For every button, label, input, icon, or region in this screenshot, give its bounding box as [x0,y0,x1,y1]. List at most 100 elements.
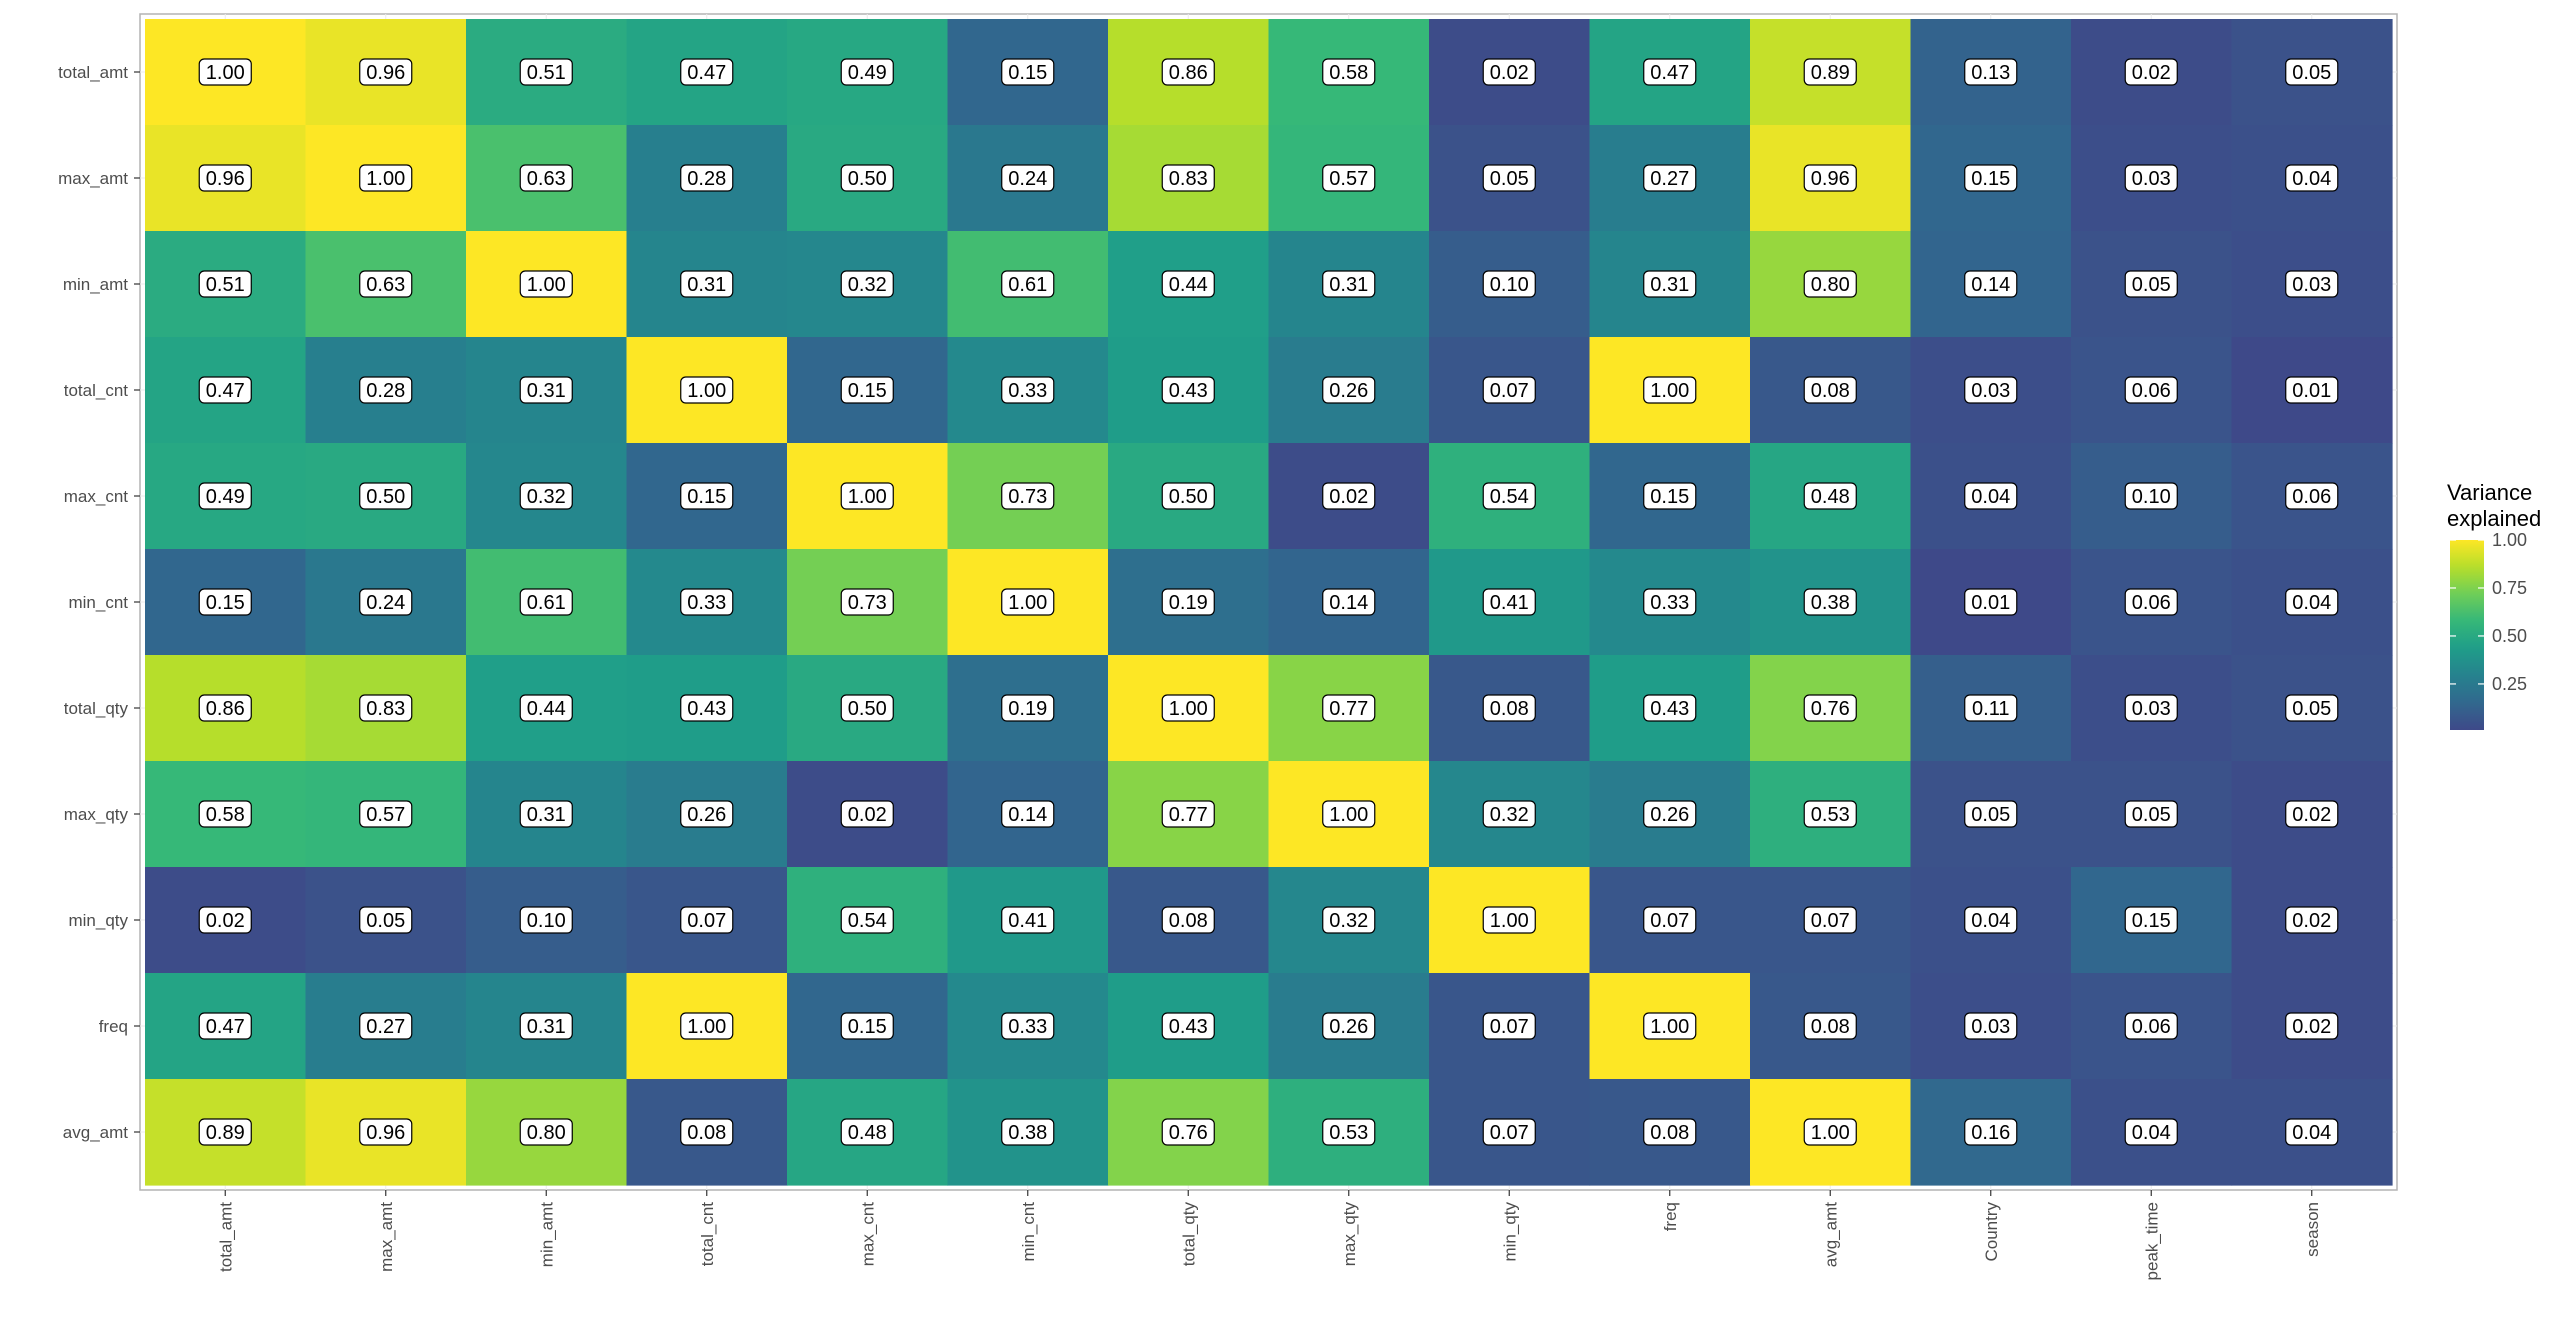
cell-label-box [1322,588,1376,616]
cell-label-box [1322,164,1376,192]
cell-label-box [198,482,252,510]
cell-label-box [1964,694,2018,722]
cell-value-label: 0.47 [206,380,245,402]
cell-value-label: 0.47 [1650,62,1689,84]
cell-label-box [1643,376,1697,404]
cell-label: 0.26 [680,800,734,828]
cell-label: 0.61 [519,588,573,616]
cell-value-label: 0.05 [1490,168,1529,190]
cell-label: 0.76 [1161,1118,1215,1146]
cell-value-label: 0.02 [2132,62,2171,84]
cell-value-label: 0.44 [527,698,566,720]
cell-label: 0.48 [1803,482,1857,510]
cell-label: 0.08 [1803,1012,1857,1040]
cell-label-box [1803,588,1857,616]
cell-label-box [1803,58,1857,86]
cell-value-label: 0.96 [366,62,405,84]
cell-label-box [1643,58,1697,86]
cell-label: 0.05 [2285,58,2339,86]
cell-label-box [1322,376,1376,404]
legend-title: explained [2447,506,2541,531]
cell-label: 0.47 [1643,58,1697,86]
cell-label: 0.04 [1964,482,2018,510]
cell-value-label: 0.06 [2292,486,2331,508]
cell-label-box [1643,482,1697,510]
cell-label: 0.14 [1964,270,2018,298]
cell-label: 0.26 [1322,1012,1376,1040]
cell-value-label: 0.77 [1329,698,1368,720]
cell-label: 0.01 [2285,376,2339,404]
cell-label-box [1643,694,1697,722]
cell-label: 0.03 [2124,694,2178,722]
cell-label: 0.57 [1322,164,1376,192]
cell-label-box [2285,58,2339,86]
cell-value-label: 0.33 [1008,380,1047,402]
cell-value-label: 0.96 [366,1122,405,1144]
cell-label-box [2124,1118,2178,1146]
cell-value-label: 0.57 [1329,168,1368,190]
cell-label-box [359,270,413,298]
cell-label: 0.49 [198,482,252,510]
cell-label-box [1803,906,1857,934]
cell-label: 0.15 [198,588,252,616]
cell-label: 0.15 [2124,906,2178,934]
cell-label: 0.80 [519,1118,573,1146]
cell-label: 0.96 [198,164,252,192]
cell-label: 0.13 [1964,58,2018,86]
cell-label: 0.58 [198,800,252,828]
cell-label-box [680,694,734,722]
cell-label: 0.49 [840,58,894,86]
cell-value-label: 0.05 [2292,62,2331,84]
cell-label-box [1643,270,1697,298]
cell-label-box [1482,270,1536,298]
cell-label-box [359,164,413,192]
cell-label-box [1643,800,1697,828]
cell-value-label: 0.32 [848,274,887,296]
cell-label: 0.31 [519,376,573,404]
cell-label-box [519,588,573,616]
cell-label: 1.00 [1643,376,1697,404]
cell-label: 0.27 [359,1012,413,1040]
cell-value-label: 0.54 [848,910,887,932]
cell-label-box [198,906,252,934]
cell-label: 0.15 [1643,482,1697,510]
cell-label: 0.19 [1161,588,1215,616]
cell-label: 0.77 [1322,694,1376,722]
cell-value-label: 0.24 [1008,168,1047,190]
cell-value-label: 0.80 [527,1122,566,1144]
cell-label-box [359,1118,413,1146]
cell-label-box [840,1012,894,1040]
cell-label: 0.07 [1803,906,1857,934]
cell-label-box [2124,482,2178,510]
cell-label-box [359,588,413,616]
cell-label: 0.44 [519,694,573,722]
cell-value-label: 0.04 [2292,168,2331,190]
cell-value-label: 0.48 [848,1122,887,1144]
cell-label-box [1803,800,1857,828]
cell-label: 1.00 [1643,1012,1697,1040]
cell-value-label: 0.05 [1971,804,2010,826]
cell-label-box [1643,1118,1697,1146]
cell-label: 0.03 [1964,1012,2018,1040]
cell-label: 0.44 [1161,270,1215,298]
cell-value-label: 0.41 [1008,910,1047,932]
cell-label: 0.08 [680,1118,734,1146]
cell-label-box [2124,58,2178,86]
cell-label: 0.48 [840,1118,894,1146]
cell-label: 0.14 [1322,588,1376,616]
cell-label-box [840,58,894,86]
cell-label-box [680,588,734,616]
cell-value-label: 0.08 [1811,380,1850,402]
cell-label-box [1803,1012,1857,1040]
cell-label: 0.53 [1803,800,1857,828]
cell-label-box [1001,164,1055,192]
cell-label-box [1482,800,1536,828]
cell-value-label: 0.07 [1490,380,1529,402]
cell-label: 0.10 [2124,482,2178,510]
cell-value-label: 0.05 [2132,274,2171,296]
cell-label-box [840,164,894,192]
cell-label-box [2124,376,2178,404]
cell-value-label: 0.76 [1169,1122,1208,1144]
cell-label-box [519,1012,573,1040]
